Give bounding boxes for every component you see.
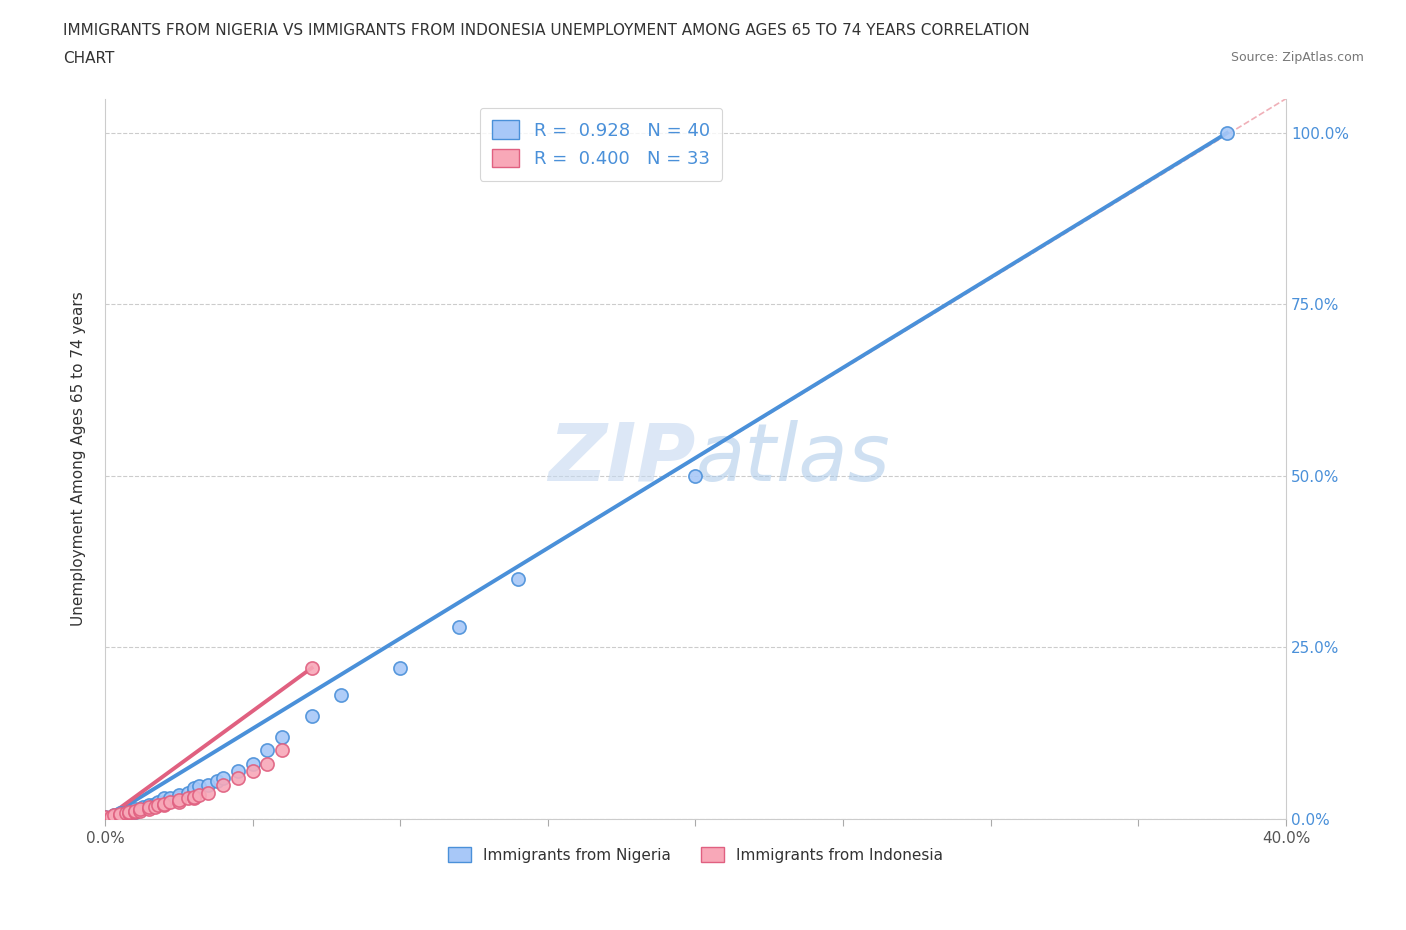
Point: [124, 801, 146, 816]
Point: [159, 790, 181, 805]
Point: [508, 571, 530, 586]
Point: [167, 788, 190, 803]
Point: [183, 784, 205, 799]
Point: [114, 806, 136, 821]
Point: [212, 770, 235, 785]
Point: [153, 790, 176, 805]
Point: [685, 469, 707, 484]
Point: [124, 804, 146, 819]
Point: [108, 808, 131, 823]
Text: IMMIGRANTS FROM NIGERIA VS IMMIGRANTS FROM INDONESIA UNEMPLOYMENT AMONG AGES 65 : IMMIGRANTS FROM NIGERIA VS IMMIGRANTS FR…: [63, 23, 1029, 38]
Point: [242, 764, 264, 778]
Point: [94, 811, 117, 826]
Point: [183, 790, 205, 804]
Point: [197, 777, 219, 792]
Point: [103, 808, 125, 823]
Point: [205, 774, 228, 789]
Point: [176, 790, 198, 805]
Point: [114, 806, 136, 821]
Point: [449, 619, 471, 634]
Point: [256, 743, 278, 758]
Point: [271, 729, 294, 744]
Point: [138, 800, 160, 815]
Point: [124, 804, 146, 818]
Point: [159, 794, 181, 809]
Point: [94, 811, 117, 826]
Point: [100, 809, 122, 824]
Point: [212, 777, 235, 792]
Point: [129, 801, 152, 816]
Point: [129, 804, 152, 818]
Text: Source: ZipAtlas.com: Source: ZipAtlas.com: [1230, 51, 1364, 64]
Point: [183, 790, 205, 805]
Point: [146, 794, 169, 809]
Point: [129, 801, 152, 816]
Point: [108, 806, 131, 821]
Point: [188, 788, 211, 803]
Point: [94, 810, 117, 825]
Point: [301, 660, 323, 675]
Point: [1216, 126, 1239, 140]
Point: [153, 798, 176, 813]
Point: [167, 792, 190, 807]
Point: [103, 808, 125, 823]
Y-axis label: Unemployment Among Ages 65 to 74 years: Unemployment Among Ages 65 to 74 years: [72, 291, 86, 626]
Point: [138, 798, 160, 813]
Point: [124, 804, 146, 818]
Point: [389, 660, 412, 675]
Point: [138, 799, 160, 814]
Point: [138, 801, 160, 816]
Point: [167, 790, 190, 804]
Point: [301, 709, 323, 724]
Point: [176, 785, 198, 800]
Point: [226, 764, 249, 778]
Point: [146, 798, 169, 813]
Point: [143, 799, 166, 814]
Point: [226, 770, 249, 785]
Point: [94, 810, 117, 825]
Point: [100, 809, 122, 824]
Point: [167, 794, 190, 809]
Point: [330, 688, 353, 703]
Point: [153, 794, 176, 809]
Point: [153, 796, 176, 811]
Text: atlas: atlas: [696, 419, 890, 498]
Text: ZIP: ZIP: [548, 419, 696, 498]
Text: CHART: CHART: [63, 51, 115, 66]
Point: [256, 756, 278, 771]
Point: [143, 796, 166, 811]
Point: [188, 778, 211, 793]
Point: [242, 756, 264, 771]
Point: [108, 806, 131, 821]
Point: [197, 785, 219, 800]
Point: [124, 804, 146, 819]
Point: [132, 799, 155, 814]
Point: [271, 743, 294, 758]
Point: [183, 780, 205, 795]
Point: [108, 808, 131, 823]
Point: [117, 804, 139, 819]
Legend: Immigrants from Nigeria, Immigrants from Indonesia: Immigrants from Nigeria, Immigrants from…: [441, 841, 949, 869]
Point: [117, 804, 139, 819]
Point: [117, 806, 139, 821]
